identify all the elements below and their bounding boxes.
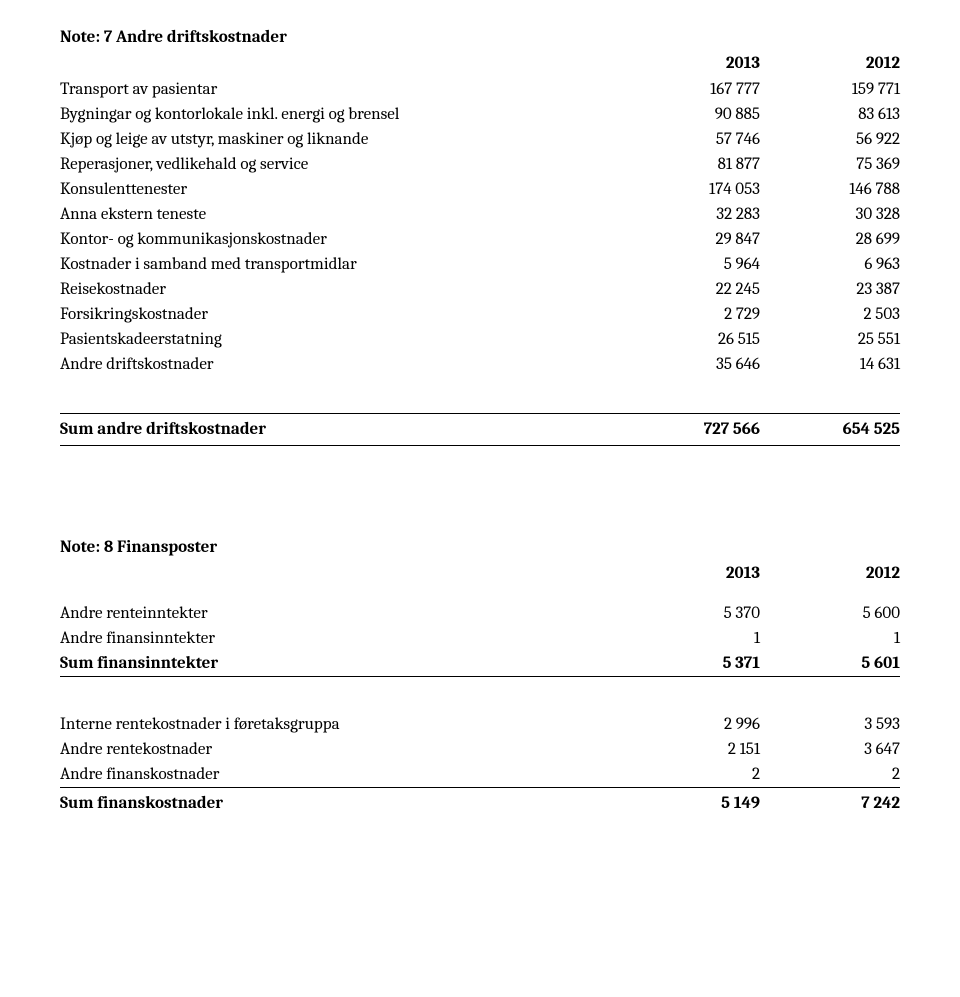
row-value-2012: 6 963 (760, 252, 900, 277)
col-2013: 2013 (620, 51, 760, 77)
row-value-2013: 2 151 (620, 737, 760, 762)
table-row: Konsulenttenester174 053146 788 (60, 177, 900, 202)
row-value-2012: 3 593 (760, 712, 900, 737)
row-value-2012: 23 387 (760, 277, 900, 302)
col-2012: 2012 (760, 51, 900, 77)
row-value-2013: 174 053 (620, 177, 760, 202)
note8-income-sum: Sum finansinntekter 5 371 5 601 (60, 651, 900, 677)
sum-label: Sum andre driftskostnader (60, 413, 620, 445)
row-value-2012: 75 369 (760, 152, 900, 177)
table-row: Forsikringskostnader2 7292 503 (60, 302, 900, 327)
sum-label: Sum finansinntekter (60, 651, 620, 677)
note7-header: 2013 2012 (60, 51, 900, 77)
row-label: Reisekostnader (60, 277, 620, 302)
row-value-2013: 35 646 (620, 352, 760, 377)
row-label: Kontor- og kommunikasjonskostnader (60, 227, 620, 252)
note8-header: 2013 2012 (60, 561, 900, 587)
note8-title: Note: 8 Finansposter (60, 538, 900, 557)
table-row: Andre finanskostnader22 (60, 762, 900, 788)
sum-v2: 7 242 (760, 788, 900, 820)
table-row: Kostnader i samband med transportmidlar5… (60, 252, 900, 277)
row-value-2012: 3 647 (760, 737, 900, 762)
row-value-2012: 2 (760, 762, 900, 788)
row-value-2012: 30 328 (760, 202, 900, 227)
blank-cell (60, 51, 620, 77)
row-value-2013: 5 370 (620, 601, 760, 626)
sum-v2: 5 601 (760, 651, 900, 677)
note7-sum-row: Sum andre driftskostnader 727 566 654 52… (60, 413, 900, 445)
row-label: Reperasjoner, vedlikehald og service (60, 152, 620, 177)
row-value-2013: 2 729 (620, 302, 760, 327)
row-value-2013: 81 877 (620, 152, 760, 177)
blank-cell (60, 561, 620, 587)
row-label: Anna ekstern teneste (60, 202, 620, 227)
row-label: Transport av pasientar (60, 77, 620, 102)
row-value-2013: 32 283 (620, 202, 760, 227)
row-value-2013: 57 746 (620, 127, 760, 152)
row-value-2013: 2 996 (620, 712, 760, 737)
sum-label: Sum finanskostnader (60, 788, 620, 820)
row-value-2012: 1 (760, 626, 900, 651)
row-label: Konsulenttenester (60, 177, 620, 202)
row-label: Andre renteinntekter (60, 601, 620, 626)
table-row: Kjøp og leige av utstyr, maskiner og lik… (60, 127, 900, 152)
row-label: Andre finanskostnader (60, 762, 620, 788)
row-label: Forsikringskostnader (60, 302, 620, 327)
row-value-2012: 2 503 (760, 302, 900, 327)
table-row: Transport av pasientar167 777159 771 (60, 77, 900, 102)
row-value-2012: 5 600 (760, 601, 900, 626)
row-value-2013: 22 245 (620, 277, 760, 302)
row-value-2013: 29 847 (620, 227, 760, 252)
row-value-2013: 26 515 (620, 327, 760, 352)
row-label: Bygningar og kontorlokale inkl. energi o… (60, 102, 620, 127)
row-value-2013: 167 777 (620, 77, 760, 102)
row-label: Kostnader i samband med transportmidlar (60, 252, 620, 277)
col-2013: 2013 (620, 561, 760, 587)
sum-v1: 727 566 (620, 413, 760, 445)
row-value-2013: 1 (620, 626, 760, 651)
sum-v1: 5 371 (620, 651, 760, 677)
note8-cost-sum: Sum finanskostnader 5 149 7 242 (60, 788, 900, 820)
row-label: Andre rentekostnader (60, 737, 620, 762)
table-row: Anna ekstern teneste32 28330 328 (60, 202, 900, 227)
table-row: Interne rentekostnader i føretaksgruppa2… (60, 712, 900, 737)
table-row: Kontor- og kommunikasjonskostnader29 847… (60, 227, 900, 252)
row-label: Kjøp og leige av utstyr, maskiner og lik… (60, 127, 620, 152)
table-row: Reisekostnader22 24523 387 (60, 277, 900, 302)
row-value-2012: 159 771 (760, 77, 900, 102)
note8-table: 2013 2012 Andre renteinntekter5 3705 600… (60, 561, 900, 820)
note7-table: 2013 2012 Transport av pasientar167 7771… (60, 51, 900, 446)
row-label: Andre driftskostnader (60, 352, 620, 377)
table-row: Bygningar og kontorlokale inkl. energi o… (60, 102, 900, 127)
row-value-2012: 56 922 (760, 127, 900, 152)
row-value-2013: 2 (620, 762, 760, 788)
table-row: Pasientskadeerstatning26 51525 551 (60, 327, 900, 352)
table-row: Andre driftskostnader35 64614 631 (60, 352, 900, 377)
row-label: Pasientskadeerstatning (60, 327, 620, 352)
row-value-2012: 25 551 (760, 327, 900, 352)
row-value-2012: 146 788 (760, 177, 900, 202)
row-label: Interne rentekostnader i føretaksgruppa (60, 712, 620, 737)
row-value-2012: 28 699 (760, 227, 900, 252)
row-label: Andre finansinntekter (60, 626, 620, 651)
row-value-2012: 83 613 (760, 102, 900, 127)
row-value-2012: 14 631 (760, 352, 900, 377)
col-2012: 2012 (760, 561, 900, 587)
note7-title: Note: 7 Andre driftskostnader (60, 28, 900, 47)
table-row: Andre finansinntekter11 (60, 626, 900, 651)
sum-v2: 654 525 (760, 413, 900, 445)
sum-v1: 5 149 (620, 788, 760, 820)
table-row: Reperasjoner, vedlikehald og service81 8… (60, 152, 900, 177)
table-row: Andre renteinntekter5 3705 600 (60, 601, 900, 626)
row-value-2013: 90 885 (620, 102, 760, 127)
table-row: Andre rentekostnader2 1513 647 (60, 737, 900, 762)
row-value-2013: 5 964 (620, 252, 760, 277)
